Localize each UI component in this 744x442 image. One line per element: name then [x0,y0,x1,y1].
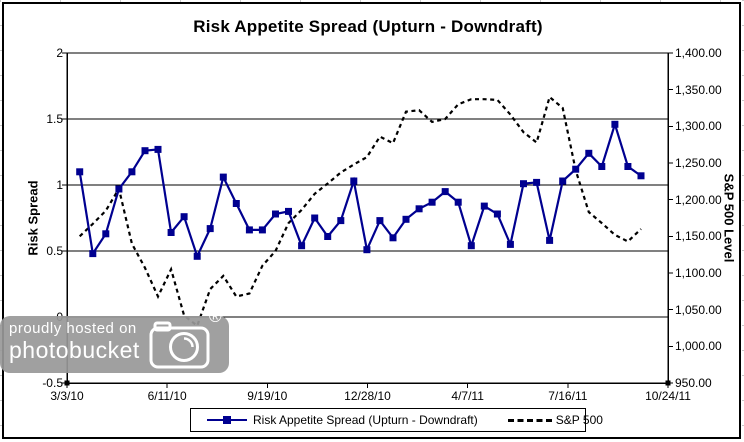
spreadsheet-row-edge-left [0,0,2,442]
right-axis-tick-label: 1,350.00 [675,82,722,97]
watermark-brand: photobucket [9,337,140,363]
x-axis-tick-label: 7/16/11 [548,389,588,403]
right-axis-tick-label: 1,000.00 [675,339,722,354]
left-axis-tick-label: 0.5 [46,244,63,258]
x-axis-tick-label: 4/7/11 [451,389,484,403]
right-axis-tick-label: 1,250.00 [675,156,722,170]
spreadsheet-column-edge-top [0,0,744,2]
right-axis-tick-label: 1,200.00 [675,192,722,207]
watermark-text: proudly hosted on photobucket [9,319,140,362]
legend-series2-label: S&P 500 [555,413,603,427]
right-axis-tick-label: 1,150.00 [675,229,722,244]
spreadsheet-row-edge-right [742,0,744,442]
right-axis-title: S&P 500 Level [721,173,737,263]
legend-series1-label: Risk Appetite Spread (Upturn - Downdraft… [253,413,478,427]
chart-legend: Risk Appetite Spread (Upturn - Downdraft… [190,408,603,432]
x-axis-tick-label: 12/28/10 [344,389,391,403]
photobucket-watermark: proudly hosted on photobucket ® [0,307,229,373]
registered-mark: ® [209,307,222,326]
x-axis-tick-label: 10/24/11 [645,389,691,403]
x-axis-tick-label: 3/3/10 [50,389,84,403]
right-axis-tick-label: 1,400.00 [675,46,722,60]
chart-title: Risk Appetite Spread (Upturn - Downdraft… [193,17,543,36]
left-axis-tick-label: 2 [56,46,63,60]
watermark-tagline: proudly hosted on [9,320,137,337]
left-axis-tick-label: 1 [56,178,63,192]
left-axis-tick-label: 1.5 [46,112,63,126]
camera-icon [149,321,210,369]
x-axis-tick-label: 9/19/10 [247,389,288,403]
right-axis-tick-label: 950.00 [675,376,712,390]
right-axis-tick-label: 1,300.00 [675,119,722,134]
right-axis-tick-label: 1,050.00 [675,302,722,317]
legend-series2-dash-icon [507,418,552,422]
legend-series1-line-icon [207,415,247,425]
legend-series1-marker-icon [223,415,231,424]
left-axis-tick-label: -0.5 [42,376,63,390]
x-axis-tick-label: 6/11/10 [147,389,187,403]
right-axis-tick-label: 1,100.00 [675,266,722,280]
